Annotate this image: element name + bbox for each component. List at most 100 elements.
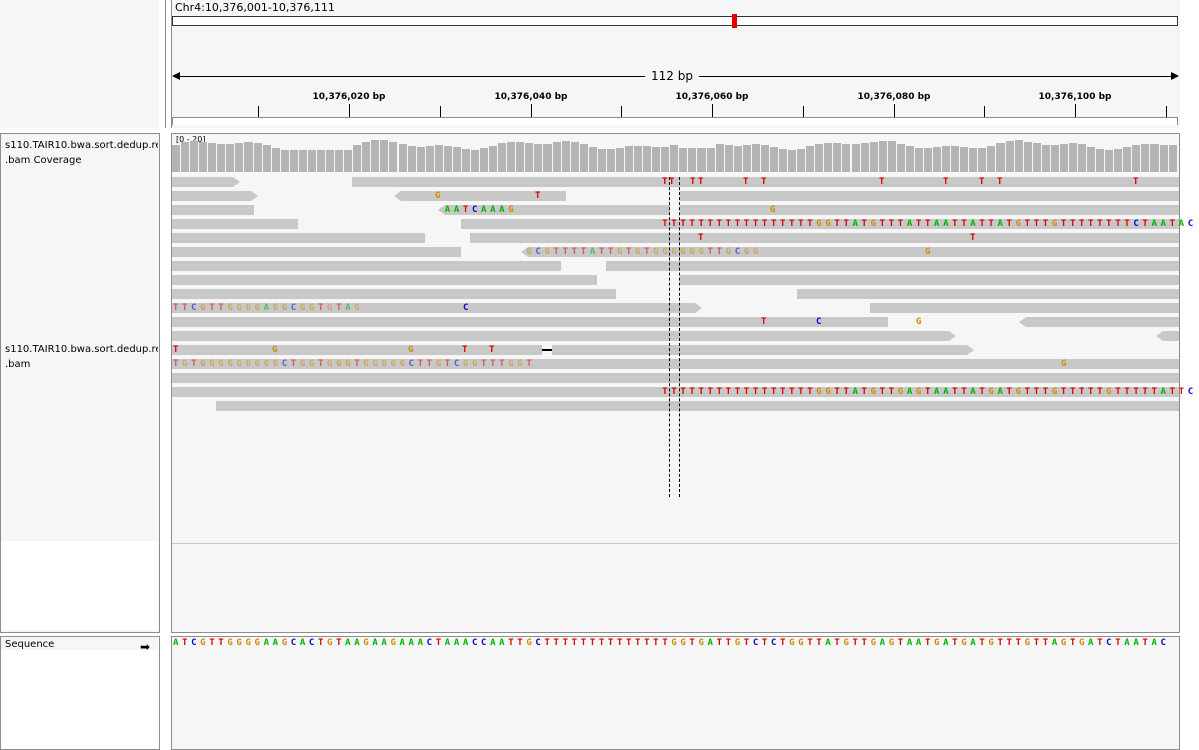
mismatch-base: G: [916, 317, 922, 327]
mismatch-base: C: [816, 317, 822, 327]
coverage-bar: [597, 149, 606, 172]
coverage-bar: [1123, 147, 1132, 172]
aligned-read[interactable]: [521, 247, 1179, 257]
reference-base: C: [770, 638, 777, 648]
aligned-read[interactable]: [172, 289, 616, 299]
aligned-read[interactable]: [438, 205, 670, 215]
coverage-bar: [235, 143, 244, 172]
reference-base: G: [698, 638, 704, 648]
aligned-read[interactable]: [870, 303, 1179, 313]
mismatch-base: A: [852, 387, 858, 397]
ruler-width-label: 112 bp: [645, 69, 699, 83]
mismatch-base: G: [218, 359, 224, 369]
coverage-bar: [996, 143, 1005, 172]
coverage-bar: [625, 146, 634, 172]
aligned-read[interactable]: [172, 303, 702, 313]
aligned-read[interactable]: [172, 247, 461, 257]
aligned-read[interactable]: [172, 275, 597, 285]
mismatch-base: T: [1069, 387, 1076, 397]
reference-base: T: [435, 638, 442, 648]
aligned-read[interactable]: [680, 191, 1179, 201]
aligned-read[interactable]: [172, 373, 1179, 383]
ruler-tick: [803, 106, 804, 117]
reference-base: A: [345, 638, 351, 648]
sequence-track-name[interactable]: Sequence: [5, 639, 55, 650]
coverage-track-name-line1: s110.TAIR10.bwa.sort.dedup.rea: [5, 140, 158, 151]
mismatch-base: T: [173, 303, 179, 313]
coverage-bar: [742, 145, 751, 172]
coverage-bar: [1150, 144, 1159, 172]
mismatch-base: T: [336, 303, 342, 313]
aligned-read[interactable]: [172, 359, 1179, 369]
coverage-bar: [434, 145, 443, 172]
mismatch-base: T: [1042, 219, 1049, 229]
mismatch-base: T: [734, 219, 741, 229]
alignment-track-name[interactable]: s110.TAIR10.bwa.sort.dedup.rea .bam: [5, 342, 158, 372]
ruler-baseline: [172, 117, 1178, 125]
mismatch-base: T: [580, 247, 587, 257]
mismatch-base: T: [607, 247, 614, 257]
mismatch-base: T: [662, 387, 668, 397]
coverage-bar: [362, 142, 371, 172]
mismatch-base: G: [825, 387, 831, 397]
aligned-read[interactable]: [172, 233, 425, 243]
aligned-read[interactable]: [470, 233, 1179, 243]
aligned-read[interactable]: [352, 177, 1179, 187]
reference-base: T: [653, 638, 659, 648]
aligned-read[interactable]: [172, 205, 254, 215]
reference-base: A: [1088, 638, 1094, 648]
aligned-read[interactable]: [606, 261, 1179, 271]
mismatch-base: G: [308, 359, 315, 369]
coverage-bar: [307, 150, 316, 172]
ruler-tick: [712, 104, 713, 117]
mismatch-base: T: [761, 387, 768, 397]
reference-base: T: [571, 638, 578, 648]
aligned-read[interactable]: [797, 289, 1179, 299]
aligned-read[interactable]: [172, 191, 258, 201]
sequence-strand-arrow-icon[interactable]: ➡: [140, 640, 151, 654]
aligned-read[interactable]: [394, 191, 566, 201]
aligned-read[interactable]: [172, 387, 1179, 397]
reference-base: G: [526, 638, 532, 648]
reference-base: T: [807, 638, 813, 648]
mismatch-base: T: [1033, 219, 1040, 229]
aligned-read[interactable]: [172, 331, 956, 341]
coverage-bar: [697, 148, 706, 172]
coverage-track-name[interactable]: s110.TAIR10.bwa.sort.dedup.rea .bam Cove…: [5, 138, 158, 168]
aligned-read[interactable]: [1156, 331, 1179, 341]
ruler-tick: [1075, 104, 1076, 117]
mismatch-base: T: [943, 177, 949, 187]
aligned-read[interactable]: [172, 345, 542, 355]
ruler-tick: [349, 104, 350, 117]
mismatch-base: G: [526, 247, 532, 257]
aligned-read[interactable]: [461, 219, 1179, 229]
sequence-panel[interactable]: [171, 636, 1180, 750]
mismatch-base: T: [417, 359, 424, 369]
reference-base: T: [979, 638, 985, 648]
aligned-read[interactable]: [216, 401, 1179, 411]
coverage-bar: [923, 148, 933, 172]
reference-base: A: [906, 638, 913, 648]
reference-base: C: [191, 638, 197, 648]
ruler-tick: [984, 106, 985, 117]
aligned-read[interactable]: [172, 177, 240, 187]
mismatch-base: G: [399, 359, 405, 369]
aligned-read[interactable]: [172, 219, 298, 229]
coverage-bar: [942, 146, 951, 172]
reference-base: T: [626, 638, 632, 648]
coverage-bar: [634, 146, 643, 172]
chromosome-ideogram[interactable]: [172, 16, 1178, 26]
data-panel[interactable]: [171, 133, 1180, 633]
coverage-bar: [1087, 147, 1096, 172]
aligned-read[interactable]: [552, 345, 974, 355]
aligned-read[interactable]: [680, 275, 1179, 285]
mismatch-base: C: [191, 303, 197, 313]
aligned-read[interactable]: [1019, 317, 1179, 327]
aligned-read[interactable]: [680, 205, 1179, 215]
aligned-read[interactable]: [172, 261, 561, 271]
mismatch-base: T: [598, 247, 605, 257]
aligned-read[interactable]: [172, 317, 888, 327]
mismatch-base: T: [843, 219, 849, 229]
mismatch-base: A: [345, 303, 351, 313]
mismatch-base: T: [1106, 219, 1112, 229]
